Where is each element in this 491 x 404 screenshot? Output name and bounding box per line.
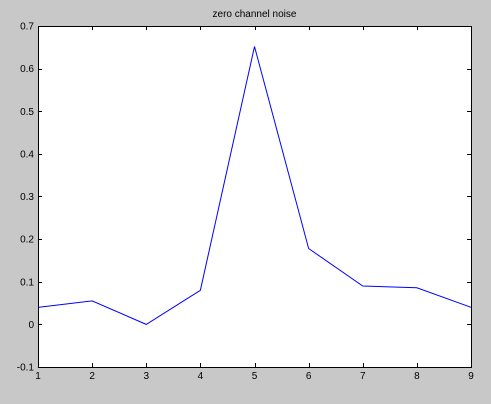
- chart-title: zero channel noise: [213, 9, 297, 20]
- y-tick-label: 0.7: [20, 22, 34, 33]
- x-tick-label: 3: [143, 371, 149, 382]
- x-tick-label: 8: [414, 371, 420, 382]
- plot-area: [38, 26, 471, 367]
- x-tick-label: 6: [306, 371, 312, 382]
- x-tick-label: 5: [252, 371, 258, 382]
- y-tick-label: 0.3: [20, 192, 34, 203]
- x-tick-label: 7: [360, 371, 366, 382]
- y-tick-label: 0.5: [20, 107, 34, 118]
- y-tick-label: 0.4: [20, 149, 34, 160]
- tick-labels-layer: 1 2 3 4 5 6 7 8 9 -0.1 0 0.1 0.2 0.3 0.4 0.5 0.6 0.7: [17, 22, 474, 383]
- x-tick-label: 9: [468, 371, 474, 382]
- series-layer: [37, 46, 472, 325]
- x-tick-label: 1: [35, 371, 41, 382]
- y-tick-label: 0: [28, 320, 34, 331]
- x-tick-label: 2: [89, 371, 95, 382]
- ticks-layer: [38, 26, 472, 368]
- y-tick-label: 0.1: [20, 277, 34, 288]
- y-tick-label: -0.1: [17, 363, 35, 374]
- y-tick-label: 0.6: [20, 64, 34, 75]
- y-tick-label: 0.2: [20, 235, 34, 246]
- x-tick-label: 4: [198, 371, 204, 382]
